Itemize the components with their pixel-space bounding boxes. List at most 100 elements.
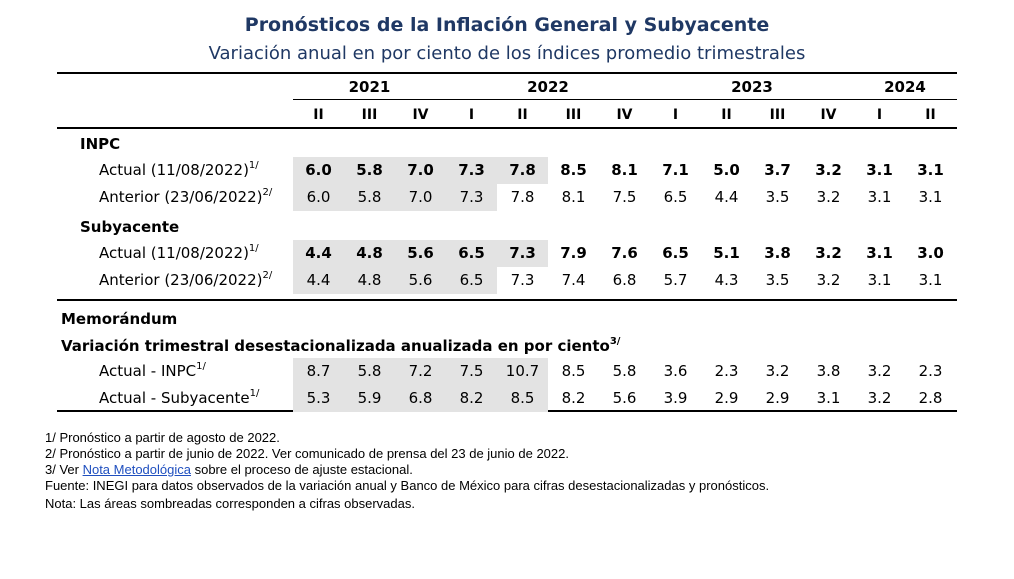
table-cell: 3.1 [867, 271, 892, 289]
table-cell: 6.5 [662, 244, 689, 262]
row-label-sub-anterior: Anterior (23/06/2022)2/ [99, 267, 272, 294]
table-cell: 8.7 [293, 358, 344, 385]
table-cell: 3.1 [917, 161, 944, 179]
table-cell: 3.2 [815, 244, 842, 262]
table-cell: 3.1 [866, 244, 893, 262]
nota-metodologica-link[interactable]: Nota Metodológica [82, 462, 191, 477]
row-label-text: Actual - INPC [99, 362, 197, 380]
table-subtitle: Variación anual en por ciento de los índ… [208, 43, 806, 64]
quarter-header: I [468, 107, 475, 123]
quarter-header: IV [820, 107, 837, 123]
table-cell: 3.0 [917, 244, 944, 262]
table-cell: 6.0 [293, 157, 344, 184]
year-underline [293, 99, 957, 100]
row-label-text: Anterior (23/06/2022) [99, 271, 263, 289]
section-rule [57, 299, 957, 301]
table-cell: 4.8 [344, 240, 395, 267]
note-nota: Nota: Las áreas sombreadas corresponden … [45, 496, 415, 511]
note-2: 2/ Pronóstico a partir de junio de 2022.… [45, 446, 569, 461]
table-cell: 6.0 [293, 184, 344, 211]
table-cell: 5.0 [713, 161, 740, 179]
table-cell: 3.7 [764, 161, 791, 179]
row-label-mem-sub: Actual - Subyacente1/ [99, 385, 259, 412]
note-3: 3/ Ver Nota Metodológica sobre el proces… [45, 462, 769, 478]
quarter-header: II [925, 107, 936, 123]
table-cell: 5.6 [395, 240, 446, 267]
table-cell: 3.5 [765, 271, 790, 289]
quarter-header: III [361, 107, 378, 123]
table-cell: 8.1 [611, 161, 638, 179]
table-title: Pronósticos de la Inflación General y Su… [244, 14, 770, 36]
row-label-footnote: 1/ [248, 243, 259, 254]
table-cell: 3.2 [816, 271, 841, 289]
table-cell: 3.2 [867, 362, 892, 380]
table-cell: 3.1 [816, 389, 841, 407]
row-label-footnote: 1/ [248, 160, 259, 171]
table-cell: 5.8 [344, 157, 395, 184]
row-label-footnote: 2/ [262, 187, 273, 198]
year-header-2023: 2023 [731, 78, 773, 96]
table-cell: 2.9 [714, 389, 739, 407]
table-cell: 7.3 [510, 271, 535, 289]
table-cell: 5.8 [344, 184, 395, 211]
quarter-header: II [721, 107, 732, 123]
quarter-header: III [769, 107, 786, 123]
quarter-header: II [517, 107, 528, 123]
table-cell: 7.3 [446, 157, 497, 184]
section-memorandum: Memorándum [61, 310, 178, 328]
table-cell: 3.1 [918, 188, 943, 206]
note-fuente: Fuente: INEGI para datos observados de l… [45, 478, 770, 493]
top-rule [57, 72, 957, 74]
table-cell: 7.3 [497, 240, 548, 267]
table-cell: 6.8 [395, 385, 446, 412]
row-label-text: Actual - Subyacente [99, 389, 250, 407]
section-subyacente: Subyacente [80, 218, 180, 236]
table-cell: 3.1 [866, 161, 893, 179]
table-cell: 5.3 [293, 385, 344, 412]
table-cell: 6.8 [612, 271, 637, 289]
row-label-text: Anterior (23/06/2022) [99, 188, 263, 206]
table-cell: 5.8 [344, 358, 395, 385]
table-cell: 8.5 [561, 362, 586, 380]
year-header-2024: 2024 [884, 78, 926, 96]
table-cell: 2.8 [918, 389, 943, 407]
table-cell: 7.2 [395, 358, 446, 385]
row-label-mem-inpc: Actual - INPC1/ [99, 358, 206, 385]
header-rule [57, 127, 957, 129]
table-cell: 7.3 [446, 184, 497, 211]
table-cell: 7.9 [560, 244, 587, 262]
table-cell: 3.6 [663, 362, 688, 380]
table-cell: 3.8 [764, 244, 791, 262]
row-label-inpc-anterior: Anterior (23/06/2022)2/ [99, 184, 272, 211]
table-cell: 5.6 [612, 389, 637, 407]
table-cell: 4.3 [714, 271, 739, 289]
year-header-2022: 2022 [527, 78, 569, 96]
table-cell: 8.2 [561, 389, 586, 407]
table-cell: 6.5 [446, 267, 497, 294]
table-cell: 3.2 [815, 161, 842, 179]
quarter-header: I [672, 107, 679, 123]
table-cell: 5.1 [713, 244, 740, 262]
table-cell: 7.0 [395, 184, 446, 211]
year-header-2021: 2021 [348, 78, 391, 96]
table-cell: 5.6 [395, 267, 446, 294]
table-cell: 4.4 [714, 188, 739, 206]
table-cell: 4.8 [344, 267, 395, 294]
table-cell: 7.5 [446, 358, 497, 385]
variacion-label: Variación trimestral desestacionalizada … [61, 337, 610, 355]
table-cell: 5.8 [612, 362, 637, 380]
footnotes: 1/ Pronóstico a partir de agosto de 2022… [45, 430, 769, 512]
table-cell: 5.9 [344, 385, 395, 412]
table-cell: 6.5 [663, 188, 688, 206]
table-cell: 2.3 [714, 362, 739, 380]
quarter-header: II [313, 107, 324, 123]
table-cell: 7.5 [612, 188, 637, 206]
table-cell: 7.4 [561, 271, 586, 289]
note-3-prefix: 3/ Ver [45, 462, 83, 477]
table-cell: 7.1 [662, 161, 689, 179]
table-cell: 2.3 [918, 362, 943, 380]
note-3-suffix: sobre el proceso de ajuste estacional. [190, 462, 413, 477]
table-cell: 10.7 [497, 358, 548, 385]
table-cell: 3.9 [663, 389, 688, 407]
row-label-footnote: 2/ [262, 270, 273, 281]
